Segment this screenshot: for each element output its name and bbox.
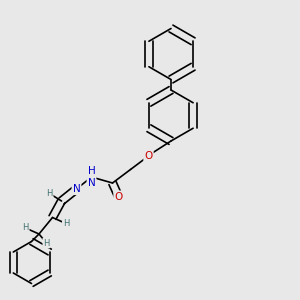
Text: O: O (114, 191, 123, 202)
Text: H: H (43, 238, 50, 247)
Text: H
N: H N (88, 166, 95, 188)
Text: N: N (73, 184, 80, 194)
Text: H: H (46, 189, 53, 198)
Text: O: O (144, 151, 153, 161)
Text: H: H (22, 224, 29, 232)
Text: H: H (63, 219, 69, 228)
